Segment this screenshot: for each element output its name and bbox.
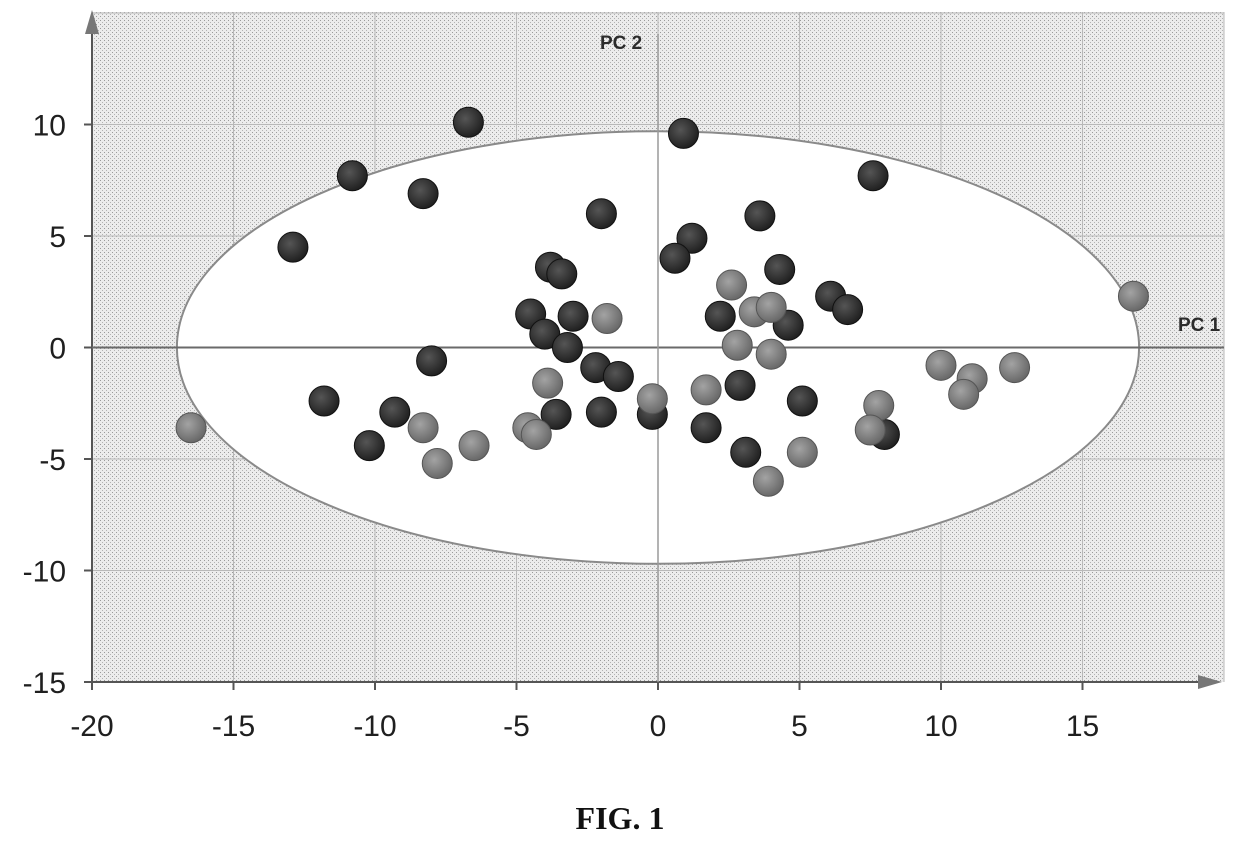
data-point-gray [786,436,818,468]
data-point-gray [1117,280,1149,312]
data-point-dark [585,198,617,230]
data-point-dark [704,300,736,332]
data-point-dark [540,398,572,430]
data-point-dark [379,396,411,428]
data-point-gray [175,412,207,444]
x-tick-label: -20 [70,710,113,743]
data-point-gray [421,447,453,479]
data-point-gray [999,352,1031,384]
data-point-dark [690,412,722,444]
data-point-dark [585,396,617,428]
data-point-dark [832,294,864,326]
data-point-dark [557,300,589,332]
data-point-dark [667,117,699,149]
data-point-gray [591,303,623,335]
data-point-dark [546,258,578,290]
x-tick-label: 5 [791,710,808,743]
x-tick-label: 15 [1066,710,1099,743]
y-tick-label: -5 [39,444,66,477]
y-tick-label: -10 [23,556,66,589]
data-point-gray [407,412,439,444]
x-tick-label: -10 [353,710,396,743]
data-point-dark [744,200,776,232]
x-tick-label: 0 [650,710,667,743]
data-point-dark [786,385,818,417]
data-point-dark [676,222,708,254]
data-point-gray [854,414,886,446]
data-point-gray [925,349,957,381]
data-point-dark [336,160,368,192]
data-point-gray [532,367,564,399]
x-tick-label: -5 [503,710,530,743]
data-point-gray [755,338,787,370]
x-axis-label: PC 1 [1178,315,1221,336]
data-point-gray [458,430,490,462]
data-point-dark [277,231,309,263]
data-point-dark [659,242,691,274]
x-tick-label: -15 [212,710,255,743]
data-point-dark [416,345,448,377]
data-point-dark [452,106,484,138]
data-point-dark [764,253,796,285]
y-tick-label: -15 [23,667,66,700]
data-point-gray [721,329,753,361]
data-point-dark [551,332,583,363]
data-point-dark [602,360,634,392]
data-point-gray [636,383,668,415]
data-point-dark [407,178,439,210]
x-axis-arrow-icon [1198,675,1222,689]
y-tick-label: 5 [49,221,66,254]
y-axis-arrow-icon [85,10,99,34]
data-point-gray [520,418,552,450]
data-point-gray [690,374,722,406]
data-point-gray [948,378,980,410]
axes [85,10,1224,689]
data-point-gray [716,269,748,301]
y-tick-label: 0 [49,333,66,366]
y-axis-label: PC 2 [600,33,642,54]
y-tick-label: 10 [33,110,66,143]
data-point-gray [755,291,787,323]
data-point-dark [857,160,889,192]
data-point-dark [308,385,340,417]
figure-caption: FIG. 1 [575,800,665,836]
data-point-dark [730,436,762,468]
x-tick-label: 10 [924,710,957,743]
data-points [175,106,1149,497]
data-point-dark [724,369,756,401]
data-point-gray [752,465,784,497]
data-point-dark [353,430,385,462]
